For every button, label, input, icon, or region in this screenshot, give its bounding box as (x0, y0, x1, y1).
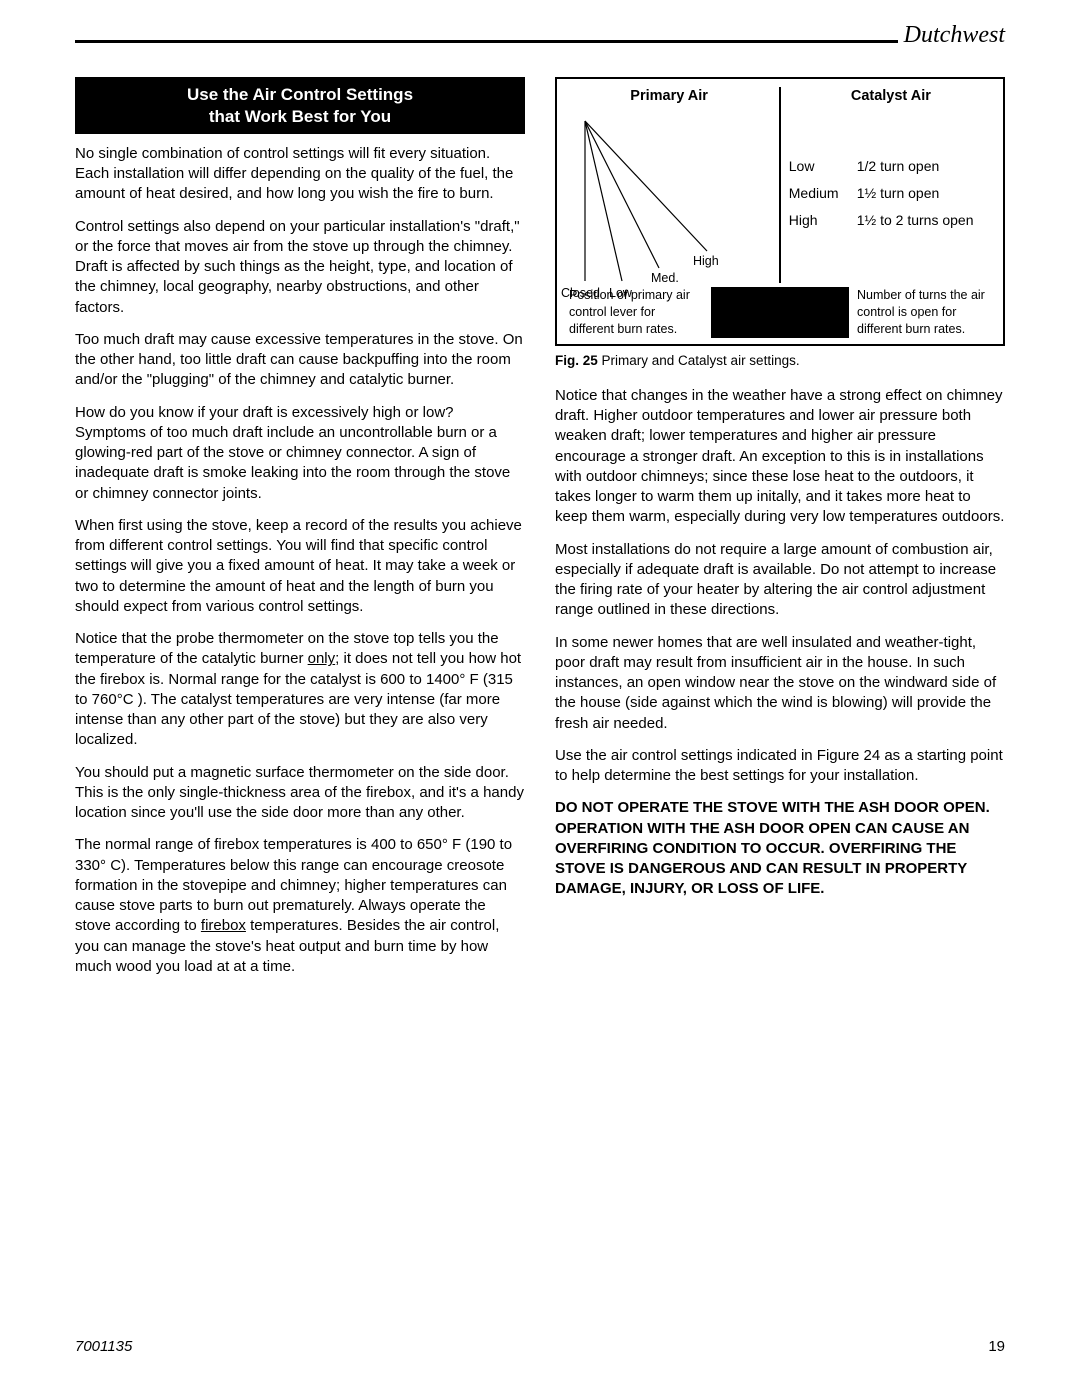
catalyst-value: 1½ turn open (857, 184, 940, 203)
para: When first using the stove, keep a recor… (75, 516, 525, 617)
left-column: Use the Air Control Settings that Work B… (75, 77, 525, 989)
page-footer: 7001135 19 (75, 1337, 1005, 1357)
para: How do you know if your draft is excessi… (75, 403, 525, 504)
right-column: Primary Air Closed Low Med. High Catalys… (555, 77, 1005, 989)
header-rule (75, 40, 1005, 43)
catalyst-label: Medium (789, 184, 857, 203)
para: You should put a magnetic surface thermo… (75, 763, 525, 824)
para: Use the air control settings indicated i… (555, 746, 1005, 787)
chart-label-med: Med. (651, 270, 679, 287)
content-columns: Use the Air Control Settings that Work B… (75, 77, 1005, 989)
chart-label-high: High (693, 253, 719, 270)
primary-air-panel: Primary Air Closed Low Med. High (567, 87, 771, 283)
primary-air-title: Primary Air (567, 87, 771, 107)
catalyst-value: 1/2 turn open (857, 157, 940, 176)
catalyst-value: 1½ to 2 turns open (857, 211, 974, 230)
para: Notice that changes in the weather have … (555, 386, 1005, 528)
footer-docnum: 7001135 (75, 1337, 132, 1357)
para-probe: Notice that the probe thermometer on the… (75, 629, 525, 751)
catalyst-label: Low (789, 157, 857, 176)
chart-label-closed: Closed (561, 285, 600, 302)
catalyst-row: Low 1/2 turn open (789, 157, 993, 176)
para: In some newer homes that are well insula… (555, 633, 1005, 734)
underline-only: only (308, 650, 336, 667)
section-title-line2: that Work Best for You (209, 107, 391, 126)
figure-caption: Fig. 25 Primary and Catalyst air setting… (555, 352, 1005, 370)
catalyst-air-title: Catalyst Air (789, 87, 993, 107)
para: Too much draft may cause excessive tempe… (75, 330, 525, 391)
para: Control settings also depend on your par… (75, 217, 525, 318)
catalyst-row: High 1½ to 2 turns open (789, 211, 993, 230)
figure-box: Primary Air Closed Low Med. High Catalys… (555, 77, 1005, 345)
warning-text: DO NOT OPERATE THE STOVE WITH THE ASH DO… (555, 798, 1005, 899)
catalyst-row: Medium 1½ turn open (789, 184, 993, 203)
caption-right: Number of turns the air control is open … (855, 287, 993, 338)
para-firebox: The normal range of firebox temperatures… (75, 835, 525, 977)
chart-label-low: Low (609, 285, 632, 302)
para: Most installations do not require a larg… (555, 540, 1005, 621)
section-title: Use the Air Control Settings that Work B… (75, 77, 525, 134)
catalyst-air-panel: Catalyst Air Low 1/2 turn open Medium 1½… (789, 87, 993, 283)
primary-air-chart: Closed Low Med. High (567, 113, 771, 283)
section-title-line1: Use the Air Control Settings (187, 85, 413, 104)
figure-caption-text: Primary and Catalyst air settings. (598, 353, 800, 368)
underline-firebox: firebox (201, 917, 246, 934)
figure-divider (779, 87, 781, 283)
figure-number: Fig. 25 (555, 353, 598, 368)
catalyst-label: High (789, 211, 857, 230)
catalyst-table: Low 1/2 turn open Medium 1½ turn open Hi… (789, 157, 993, 230)
figure-top: Primary Air Closed Low Med. High Catalys… (567, 87, 993, 283)
para: No single combination of control setting… (75, 144, 525, 205)
brand-name: Dutchwest (898, 19, 1005, 51)
footer-pagenum: 19 (988, 1337, 1005, 1357)
